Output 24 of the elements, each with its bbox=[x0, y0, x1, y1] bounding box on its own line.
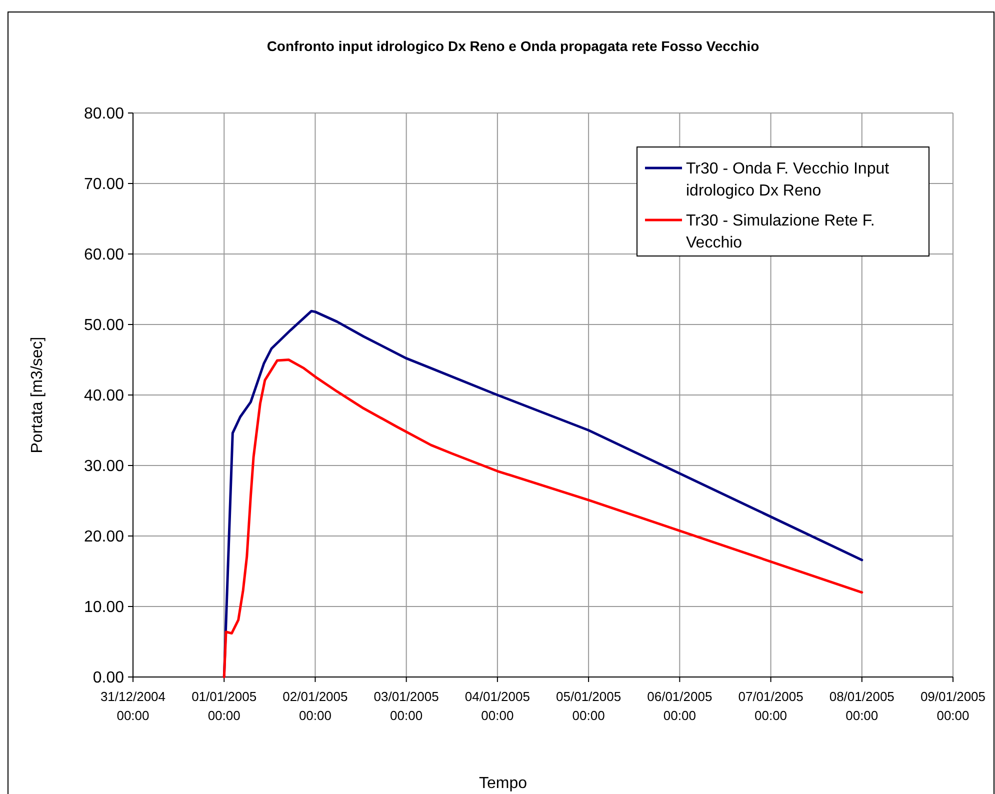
y-tick-label: 20.00 bbox=[84, 528, 124, 546]
y-tick-label: 0.00 bbox=[92, 670, 124, 687]
legend-label: Tr30 - Onda F. Vecchio Input idrologico Dx Reno bbox=[686, 160, 890, 200]
y-tick-label: 80.00 bbox=[84, 106, 124, 123]
x-tick-label: 07/01/2005 00:00 bbox=[738, 689, 804, 723]
x-tick-label: 01/01/2005 00:00 bbox=[192, 689, 257, 723]
x-tick-label: 03/01/2005 00:00 bbox=[374, 689, 439, 723]
chart-title: Confronto input idrologico Dx Reno e Onda propagata rete Fosso Vecchio bbox=[266, 38, 760, 54]
y-tick-label: 30.00 bbox=[84, 458, 124, 476]
x-tick-label: 09/01/2005 00:00 bbox=[920, 689, 986, 723]
y-tick-label: 10.00 bbox=[84, 599, 124, 616]
x-axis-title: Tempo bbox=[478, 775, 528, 792]
x-tick-label: 05/01/2005 00:00 bbox=[556, 689, 622, 723]
x-tick-label: 02/01/2005 00:00 bbox=[282, 689, 348, 723]
legend-label: Tr30 - Simulazione Rete F. Vecchio bbox=[686, 212, 875, 252]
x-tick-label: 04/01/2005 00:00 bbox=[464, 689, 530, 723]
y-tick-label: 60.00 bbox=[84, 246, 124, 264]
y-axis-title: Portata [m3/sec] bbox=[29, 336, 46, 454]
x-tick-label: 06/01/2005 00:00 bbox=[647, 689, 712, 723]
y-tick-label: 70.00 bbox=[84, 176, 124, 194]
y-tick-label: 50.00 bbox=[84, 317, 124, 334]
x-tick-label: 08/01/2005 00:00 bbox=[829, 689, 894, 723]
y-tick-label: 40.00 bbox=[84, 388, 124, 405]
x-tick-label: 31/12/2004 00:00 bbox=[100, 689, 166, 723]
